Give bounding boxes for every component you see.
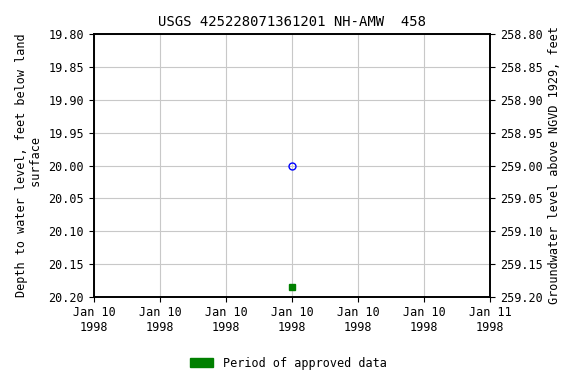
Title: USGS 425228071361201 NH-AMW  458: USGS 425228071361201 NH-AMW 458 [158, 15, 426, 29]
Legend: Period of approved data: Period of approved data [185, 352, 391, 374]
Y-axis label: Groundwater level above NGVD 1929, feet: Groundwater level above NGVD 1929, feet [548, 26, 561, 305]
Y-axis label: Depth to water level, feet below land
 surface: Depth to water level, feet below land su… [15, 34, 43, 297]
